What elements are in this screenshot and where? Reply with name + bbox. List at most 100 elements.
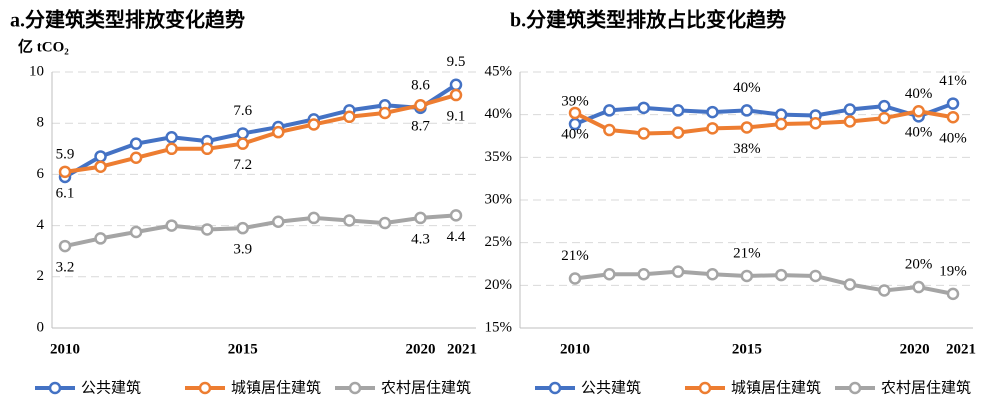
point-marker — [343, 110, 356, 124]
x-tick-label: 2020 — [900, 341, 930, 357]
legend-marker — [698, 381, 712, 395]
y-tick-label: 4 — [37, 217, 45, 233]
point-marker — [165, 131, 178, 144]
y-tick-label: 45% — [485, 63, 513, 79]
point-marker — [449, 88, 463, 102]
point-marker — [414, 211, 427, 225]
point-marker — [809, 269, 822, 283]
point-marker — [878, 99, 891, 113]
data-label: 40% — [733, 80, 761, 96]
point-marker — [843, 115, 857, 128]
data-label: 40% — [905, 125, 933, 141]
y-tick-label: 25% — [485, 234, 513, 250]
point-marker — [94, 160, 107, 173]
point-marker — [378, 216, 392, 230]
point-marker — [946, 287, 960, 301]
legend-marker — [48, 381, 62, 395]
data-label: 4.3 — [411, 231, 430, 247]
x-tick-label: 2021 — [447, 341, 477, 357]
point-marker — [774, 117, 788, 131]
point-marker — [706, 122, 719, 135]
legend-label: 城镇居住建筑 — [731, 379, 821, 396]
point-marker — [165, 142, 178, 156]
point-marker — [809, 116, 822, 130]
point-marker — [603, 104, 616, 117]
x-tick-label: 2015 — [228, 341, 258, 357]
point-marker — [129, 151, 143, 165]
legend-label: 农村居住建筑 — [381, 379, 471, 396]
point-marker — [603, 267, 616, 281]
point-marker — [129, 137, 143, 150]
data-label: 9.1 — [447, 108, 466, 124]
data-label: 6.1 — [56, 185, 75, 201]
data-label: 40% — [905, 86, 933, 102]
data-label: 41% — [939, 73, 967, 89]
x-tick-label: 2020 — [405, 341, 435, 357]
point-marker — [843, 103, 857, 116]
data-label: 5.9 — [56, 146, 75, 162]
legend-label: 公共建筑 — [581, 379, 641, 396]
point-marker — [671, 265, 685, 278]
point-marker — [671, 126, 685, 139]
point-marker — [307, 211, 321, 225]
x-tick-label: 2010 — [50, 341, 80, 357]
point-marker — [94, 150, 107, 163]
point-marker — [58, 165, 72, 179]
point-marker — [637, 127, 650, 140]
y-tick-label: 0 — [37, 319, 45, 335]
point-marker — [878, 111, 891, 125]
chart-title: a.分建筑类型排放变化趋势 — [10, 8, 245, 32]
point-marker — [568, 272, 582, 285]
point-marker — [129, 225, 143, 239]
x-tick-label: 2015 — [732, 341, 762, 357]
y-tick-label: 35% — [485, 149, 513, 165]
y-axis-label: 亿 tCO₂ — [18, 37, 69, 55]
chart: b.分建筑类型排放占比变化趋势 15% 20% 25% 30% 35% 40% 45% 2010… — [485, 8, 977, 397]
series-line — [64, 83, 458, 179]
point-marker — [58, 239, 72, 253]
point-marker — [378, 106, 392, 120]
data-label: 8.7 — [411, 119, 430, 135]
point-marker — [343, 214, 356, 227]
point-marker — [706, 267, 719, 281]
series-line — [64, 213, 457, 249]
point-marker — [946, 110, 960, 124]
point-marker — [912, 280, 925, 294]
point-marker — [200, 142, 214, 156]
legend-marker — [848, 381, 862, 395]
legend-label: 城镇居住建筑 — [231, 379, 321, 396]
point-marker — [236, 221, 249, 235]
y-tick-label: 10 — [29, 63, 44, 79]
chart-title: b.分建筑类型排放占比变化趋势 — [510, 8, 786, 32]
data-label: 7.2 — [233, 157, 252, 173]
legend-label: 公共建筑 — [81, 379, 141, 396]
data-label: 9.5 — [447, 54, 466, 70]
data-label: 3.9 — [233, 242, 252, 258]
y-tick-label: 30% — [485, 191, 513, 207]
data-label: 4.4 — [447, 229, 466, 245]
point-marker — [272, 215, 285, 229]
data-label: 3.2 — [56, 260, 75, 276]
data-label: 38% — [733, 141, 761, 157]
x-tick-label: 2010 — [560, 341, 590, 357]
y-tick-label: 20% — [485, 277, 513, 293]
y-tick-label: 40% — [485, 106, 513, 122]
point-marker — [568, 106, 582, 120]
point-marker — [449, 209, 463, 222]
point-marker — [740, 269, 754, 283]
point-marker — [272, 125, 285, 139]
point-marker — [637, 101, 650, 115]
legend-label: 农村居住建筑 — [881, 379, 971, 396]
point-marker — [94, 232, 107, 245]
y-tick-label: 2 — [37, 268, 45, 284]
series-line — [574, 269, 954, 296]
point-marker — [637, 267, 650, 281]
point-marker — [236, 137, 249, 150]
data-label: 40% — [561, 126, 589, 142]
y-tick-label: 8 — [37, 115, 45, 131]
y-tick-label: 15% — [485, 319, 513, 335]
point-marker — [307, 118, 321, 131]
point-marker — [774, 268, 788, 282]
